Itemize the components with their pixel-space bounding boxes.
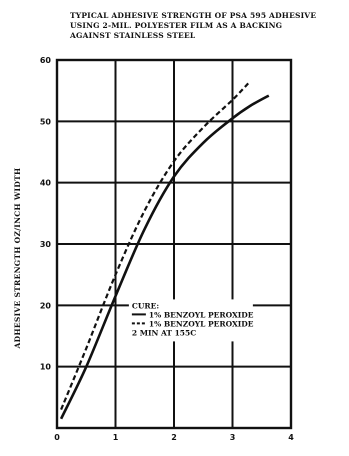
chart-title: TYPICAL ADHESIVE STRENGTH OF PSA 595 ADH… — [69, 11, 316, 40]
tick-labels: 0 1 2 3 4 10 20 30 40 50 60 — [40, 56, 294, 442]
legend-background — [128, 299, 253, 342]
y-tick-label: 30 — [40, 240, 52, 249]
gridlines — [57, 60, 291, 428]
y-tick-label: 60 — [40, 56, 52, 65]
x-tick-label: 3 — [230, 433, 236, 442]
series-lines — [59, 80, 270, 420]
legend-footer: 2 MIN AT 155C — [132, 328, 196, 337]
legend: CURE: 1% BENZOYL PEROXIDE 1% BENZOYL PER… — [128, 299, 254, 342]
chart-title-line-3: AGAINST STAINLESS STEEL — [69, 31, 196, 40]
y-axis-label: ADHESIVE STRENGTH OZ/INCH WIDTH — [13, 168, 22, 350]
chart-title-line-2: USING 2-MIL. POLYESTER FILM AS A BACKING — [70, 21, 282, 30]
x-tick-label: 4 — [288, 433, 294, 442]
series-line-dashed — [60, 80, 251, 411]
y-tick-label: 20 — [40, 301, 52, 310]
y-tick-label: 50 — [40, 117, 52, 126]
legend-header: CURE: — [132, 301, 159, 310]
plot-frame — [55, 58, 293, 430]
legend-entry-dashed: 1% BENZOYL PEROXIDE — [149, 319, 254, 328]
x-tick-label: 0 — [54, 433, 60, 442]
legend-entry-solid: 1% BENZOYL PEROXIDE — [149, 310, 254, 319]
x-tick-label: 1 — [113, 433, 119, 442]
x-tick-label: 2 — [171, 433, 177, 442]
series-line-solid — [59, 94, 270, 420]
y-tick-label: 10 — [40, 363, 52, 372]
y-tick-label: 40 — [40, 179, 52, 188]
chart-title-line-1: TYPICAL ADHESIVE STRENGTH OF PSA 595 ADH… — [70, 11, 316, 20]
